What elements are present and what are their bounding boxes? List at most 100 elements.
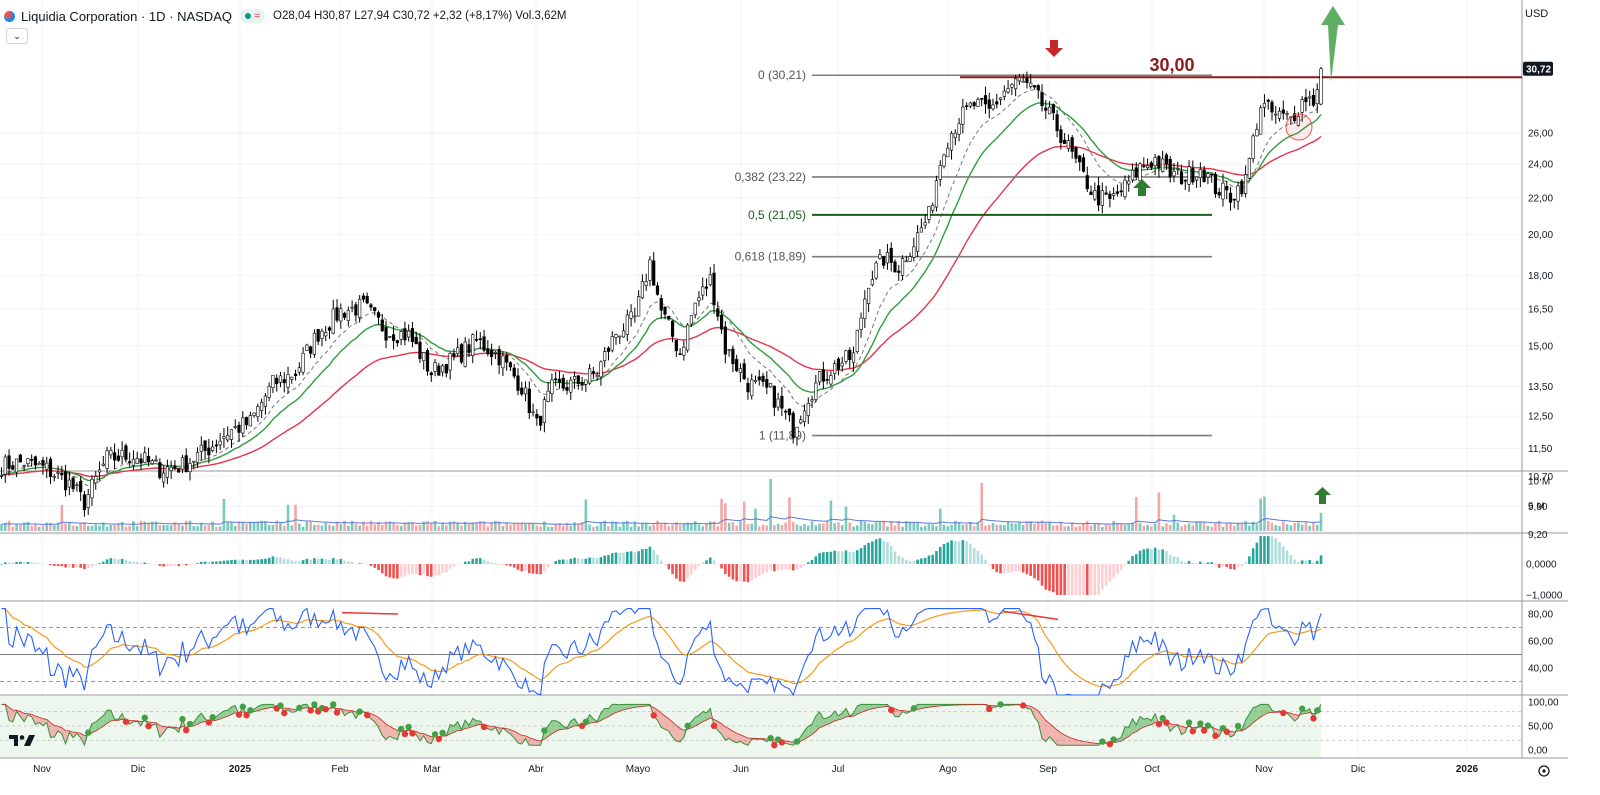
macd-histogram-bar [128, 560, 131, 564]
candle-body [1104, 192, 1108, 195]
volume-bar [86, 525, 90, 531]
volume-bar [818, 523, 821, 531]
candle-body [214, 444, 218, 447]
candle-body [346, 310, 350, 321]
volume-bar [1150, 526, 1153, 531]
candle-body [425, 350, 430, 372]
macd-histogram-bar [109, 558, 113, 564]
candle-body [180, 457, 185, 470]
candle-body [1187, 166, 1191, 185]
candle-body [301, 352, 305, 373]
candle-body [105, 450, 109, 469]
candle-body [1138, 163, 1142, 182]
candle-body [263, 395, 268, 407]
time-axis-label: Sep [1039, 764, 1057, 775]
volume-bar [1097, 523, 1100, 531]
candle-body [644, 281, 648, 286]
macd-histogram-bar [829, 551, 833, 564]
candle-body [1093, 190, 1097, 200]
volume-bar [339, 524, 343, 531]
macd-histogram-bar [1180, 560, 1183, 564]
macd-histogram-bar [279, 557, 282, 564]
candle-body [704, 286, 709, 289]
macd-histogram-bar [840, 551, 844, 564]
volume-bar [573, 522, 576, 531]
volume-bar [882, 521, 885, 531]
macd-histogram-bar [810, 559, 814, 564]
oscillator-fill [608, 704, 613, 717]
macd-histogram-bar [271, 556, 275, 564]
candle-body [486, 348, 490, 355]
oscillator-fill [695, 715, 699, 726]
macd-histogram-bar [675, 564, 678, 579]
macd-histogram-bar [1018, 564, 1021, 572]
candle-body [60, 472, 64, 476]
candle-body [1217, 191, 1221, 196]
volume-bar [313, 524, 316, 531]
candle-body [1262, 102, 1267, 108]
candle-body [188, 462, 192, 473]
macd-histogram-bar [347, 561, 350, 564]
macd-histogram-bar [335, 559, 339, 564]
oscillator-fill [551, 720, 556, 734]
volume-bar [335, 521, 339, 531]
oscillator-fill [1068, 736, 1073, 746]
volume-bar [482, 521, 486, 531]
macd-histogram-bar [1112, 564, 1115, 578]
macd-histogram-bar [196, 563, 199, 564]
volume-bar [414, 525, 418, 531]
oscillator-fill [665, 715, 669, 732]
volume-bar [429, 522, 433, 531]
volume-bar [267, 524, 271, 531]
oscillator-cross-dot [183, 726, 190, 734]
oscillator-fill [1075, 739, 1080, 746]
oscillator-fill [1143, 718, 1148, 728]
candle-body [399, 331, 403, 340]
oscillator-cross-dot [684, 722, 691, 729]
candle-body [1213, 173, 1218, 195]
volume-bar [207, 524, 211, 531]
macd-histogram-bar [920, 558, 923, 564]
volume-bar [411, 521, 414, 531]
volume-bar [1003, 525, 1006, 531]
candle-body [768, 383, 773, 388]
last-price-badge [1523, 61, 1553, 76]
oscillator-fill [386, 724, 390, 740]
macd-histogram-bar [1036, 564, 1040, 581]
fib-level-label: 0,5 (21,05) [748, 208, 806, 222]
candle-body [874, 262, 878, 279]
oscillator-fill [58, 726, 62, 734]
candle-body [557, 378, 562, 383]
macd-histogram-bar [554, 561, 557, 564]
oscillator-fill [231, 705, 236, 715]
volume-bar [1300, 524, 1304, 531]
candle-body [772, 385, 776, 408]
volume-bar [343, 520, 346, 531]
volume-bar [68, 522, 71, 531]
candle-body [150, 460, 154, 465]
market-status-badge[interactable]: ≈ [239, 9, 266, 23]
macd-histogram-bar [1244, 562, 1247, 564]
volume-bar [1161, 526, 1164, 531]
currency-selector[interactable]: USD [1525, 8, 1549, 20]
candle-body [606, 347, 611, 352]
collapse-legend-button[interactable]: ⌄ [6, 28, 28, 44]
candle-body [135, 458, 139, 465]
macd-histogram-bar [614, 552, 618, 564]
macd-histogram-bar [558, 559, 561, 564]
volume-bar [79, 523, 82, 531]
macd-histogram-bar [52, 564, 56, 566]
volume-bar [192, 525, 196, 531]
volume-bar [1134, 497, 1138, 531]
volume-bar [396, 524, 399, 531]
macd-histogram-bar [569, 558, 573, 564]
oscillator-fill [823, 717, 828, 727]
candle-body [561, 377, 565, 389]
rsi-line [1, 607, 1322, 697]
symbol-title[interactable]: Liquidia Corporation · 1D · NASDAQ [21, 8, 232, 24]
volume-bar [90, 525, 94, 531]
macd-histogram-bar [652, 550, 656, 564]
volume-bar [1259, 498, 1262, 531]
candle-body [48, 458, 53, 477]
